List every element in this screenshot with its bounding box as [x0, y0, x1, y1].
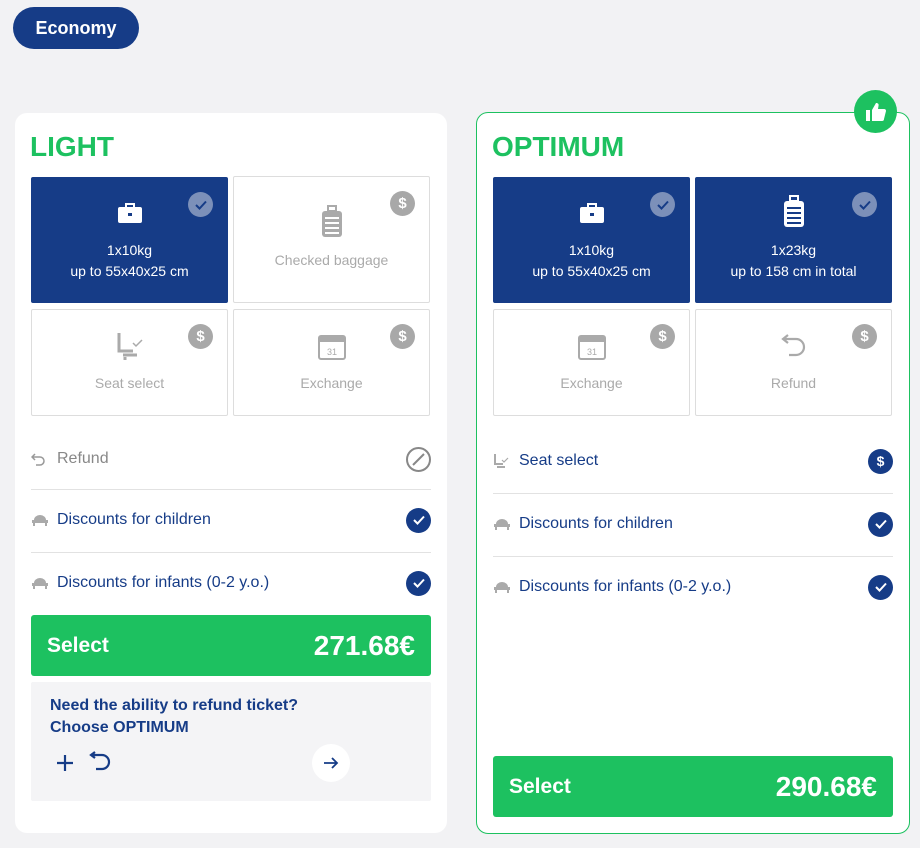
- fare-card-light: LIGHT 1x10kg up to 55x40x25 cm $ Checked…: [15, 113, 447, 833]
- arrow-right-button[interactable]: [312, 744, 350, 782]
- feature-discount-children: Discounts for children: [493, 509, 893, 539]
- refund-icon: [31, 452, 53, 466]
- tile-line1: 1x10kg: [568, 242, 615, 258]
- refund-icon: [780, 331, 808, 361]
- fare-card-optimum: OPTIMUM 1x10kg up to 55x40x25 cm 1x23kg …: [476, 112, 910, 834]
- fare-title: LIGHT: [30, 131, 114, 162]
- dollar-icon: $: [188, 324, 213, 349]
- divider: [31, 489, 431, 490]
- tile-cabin-baggage: 1x10kg up to 55x40x25 cm: [493, 177, 690, 303]
- briefcase-icon: [117, 198, 143, 228]
- promo-suggestion: Choose OPTIMUM: [50, 719, 189, 736]
- stroller-icon: [493, 580, 515, 594]
- check-icon: [406, 507, 431, 533]
- plus-icon: [55, 753, 75, 778]
- tile-label: Refund: [770, 375, 817, 391]
- unavailable-icon: [406, 446, 431, 472]
- dollar-icon: $: [650, 324, 675, 349]
- check-icon: [188, 192, 213, 217]
- dollar-icon: $: [852, 324, 877, 349]
- feature-discount-infants: Discounts for infants (0-2 y.o.): [31, 568, 431, 598]
- promo-question: Need the ability to refund ticket?: [50, 697, 299, 714]
- tile-line2: up to 55x40x25 cm: [70, 263, 189, 279]
- fare-title: OPTIMUM: [492, 131, 625, 162]
- select-optimum-button[interactable]: Select 290.68€: [493, 756, 893, 817]
- divider: [493, 493, 893, 494]
- tile-line1: 1x10kg: [106, 242, 153, 258]
- tile-seat-select: $ Seat select: [31, 309, 228, 416]
- divider: [31, 552, 431, 553]
- svg-text:31: 31: [326, 347, 336, 357]
- tile-line1: 1x23kg: [770, 242, 817, 258]
- calendar-icon: 31: [577, 331, 606, 361]
- seat-icon: [493, 453, 515, 469]
- check-icon: [868, 511, 893, 537]
- tile-exchange: $ 31 Exchange: [493, 309, 690, 416]
- tile-line2: up to 55x40x25 cm: [532, 263, 651, 279]
- feature-label: Seat select: [519, 452, 599, 469]
- check-icon: [406, 570, 431, 596]
- tile-label: Exchange: [560, 375, 623, 391]
- tile-cabin-baggage: 1x10kg up to 55x40x25 cm: [31, 177, 228, 303]
- stroller-icon: [31, 576, 53, 590]
- tile-label: Exchange: [300, 375, 363, 391]
- briefcase-icon: [579, 198, 605, 228]
- tile-checked-baggage: 1x23kg up to 158 cm in total: [695, 177, 892, 303]
- divider: [493, 556, 893, 557]
- stroller-icon: [493, 517, 515, 531]
- select-label: Select: [47, 633, 109, 657]
- tile-exchange: $ 31 Exchange: [233, 309, 430, 416]
- tile-checked-baggage: $ Checked baggage: [233, 176, 430, 303]
- calendar-icon: 31: [317, 331, 346, 361]
- price: 271.68€: [313, 629, 415, 661]
- feature-label: Discounts for infants (0-2 y.o.): [57, 574, 270, 591]
- refund-icon: [89, 750, 113, 777]
- feature-label: Refund: [57, 450, 109, 467]
- feature-discount-infants: Discounts for infants (0-2 y.o.): [493, 572, 893, 602]
- suitcase-icon: [782, 195, 806, 228]
- feature-label: Discounts for children: [519, 515, 673, 532]
- suitcase-icon: [320, 205, 344, 238]
- select-light-button[interactable]: Select 271.68€: [31, 615, 431, 676]
- svg-text:31: 31: [586, 347, 596, 357]
- upgrade-promo: Need the ability to refund ticket? Choos…: [31, 682, 431, 801]
- feature-label: Discounts for children: [57, 511, 211, 528]
- feature-label: Discounts for infants (0-2 y.o.): [519, 578, 732, 595]
- seat-icon: [115, 331, 145, 361]
- check-icon: [650, 192, 675, 217]
- select-label: Select: [509, 774, 571, 798]
- thumbs-up-icon: [854, 90, 897, 133]
- check-icon: [852, 192, 877, 217]
- cabin-class-tab-economy[interactable]: Economy: [13, 7, 139, 49]
- feature-discount-children: Discounts for children: [31, 505, 431, 535]
- price: 290.68€: [775, 770, 877, 802]
- stroller-icon: [31, 513, 53, 527]
- feature-seat-select: Seat select $: [493, 446, 893, 476]
- tile-line2: up to 158 cm in total: [730, 263, 857, 279]
- dollar-icon: $: [390, 191, 415, 216]
- dollar-icon: $: [390, 324, 415, 349]
- dollar-icon: $: [868, 448, 893, 474]
- tile-label: Checked baggage: [274, 252, 389, 268]
- tile-label: Seat select: [94, 375, 165, 391]
- check-icon: [868, 574, 893, 600]
- tile-refund: $ Refund: [695, 309, 892, 416]
- feature-refund: Refund: [31, 444, 431, 474]
